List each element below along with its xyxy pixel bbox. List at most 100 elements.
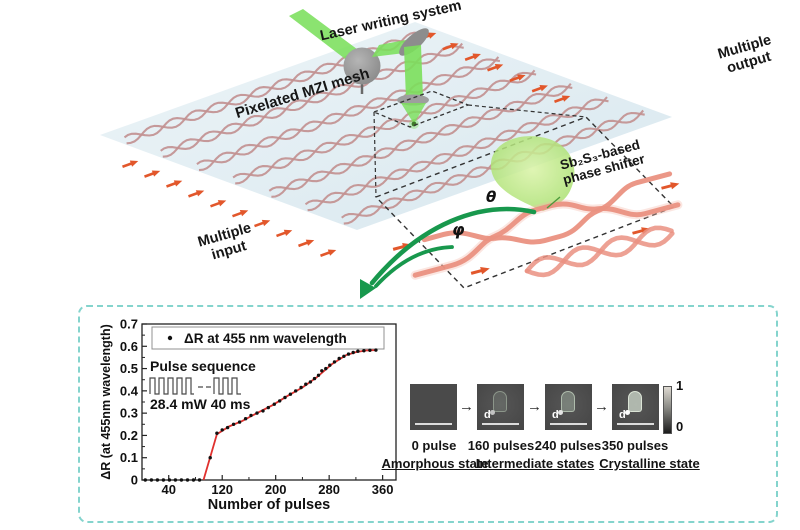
micro-image-240-pulses: d [545, 384, 592, 430]
mzi-inset [410, 171, 683, 280]
input-arrow-icon [166, 180, 183, 188]
output-arrow-icon [509, 74, 526, 82]
mzi-mesh-row [232, 69, 536, 179]
written-pixel [628, 391, 642, 412]
data-point [272, 402, 276, 406]
x-tick-label: 360 [372, 482, 394, 497]
data-point [337, 356, 341, 361]
input-arrow-icon [254, 219, 271, 228]
colorbar [663, 386, 672, 434]
bright-spot [490, 410, 495, 415]
scale-bar [617, 423, 654, 425]
data-point [155, 478, 160, 482]
laser-focus-cone [401, 103, 426, 124]
data-point [215, 431, 219, 435]
data-point [346, 352, 351, 356]
mzi-inset-secondary-arm [524, 231, 675, 274]
output-arrow-icon [442, 43, 459, 51]
y-tick-label: 0 [131, 473, 138, 488]
state-label-intermediate: Intermediate states [475, 456, 595, 471]
phase-shifter-pointer [546, 196, 561, 209]
colorbar-max-label: 1 [676, 378, 684, 393]
data-point [249, 413, 253, 418]
micro-image-0-pulse [410, 384, 457, 430]
mzi-mesh-row [271, 85, 573, 198]
micro-image-160-pulses: d [477, 384, 524, 430]
bright-spot [625, 410, 630, 415]
results-panel: 40 120 200 280 360 0 0.1 0.2 0.3 0.4 0.5 0.6 0.7 ΔR … [78, 305, 778, 523]
laser-spot [411, 121, 417, 127]
y-tick-label: 0.7 [120, 317, 138, 332]
zoom-out-arrow [360, 206, 537, 299]
zoom-out-arrowhead [360, 279, 376, 299]
data-points [143, 348, 378, 482]
laser-writing-system [289, 9, 429, 129]
pulse-power-label: 28.4 mW 40 ms [150, 396, 251, 412]
input-arrow-icon [320, 249, 337, 257]
legend-marker [167, 335, 173, 341]
x-tick-label: 120 [211, 482, 233, 497]
micro-image-350-pulses: d [612, 384, 659, 430]
state-label-crystalline: Crystalline state [599, 456, 700, 471]
legend-label: ΔR at 455 nm wavelength [184, 331, 347, 346]
arrow-right-icon: → [594, 398, 609, 415]
laser-beam-vertical [404, 45, 423, 99]
data-point [237, 420, 242, 424]
data-point [356, 349, 360, 353]
mzi-mesh-schematic [100, 9, 683, 299]
y-tick-label: 0.1 [120, 450, 138, 465]
scale-bar [550, 423, 587, 425]
x-axis-label: Number of pulses [208, 497, 330, 513]
input-arrow-icon [144, 170, 161, 178]
output-arrow-icon [464, 53, 481, 61]
defect-annotation: d [484, 409, 491, 421]
y-tick-label: 0.5 [120, 361, 138, 376]
pulse-sequence-label: Pulse sequence [150, 358, 256, 374]
arrow-right-icon: → [527, 398, 542, 415]
y-tick-label: 0.6 [120, 339, 138, 354]
data-point [332, 360, 337, 364]
theta-symbol: θ [486, 188, 497, 206]
zoom-out-arrow-phi [374, 245, 454, 288]
mzi-mesh-row [304, 96, 608, 206]
legend-box [151, 326, 385, 350]
plot-frame [141, 323, 397, 481]
data-point [278, 399, 282, 403]
y-tick-label: 0.4 [120, 383, 139, 398]
mzi-mesh-row [235, 71, 537, 185]
mzi-mesh-row [196, 56, 500, 165]
x-tick-label: 280 [318, 482, 340, 497]
zoom-out-arrow-theta [369, 206, 537, 286]
defect-annotation: d [619, 409, 626, 421]
pulse-count-label: 350 pulses [601, 438, 669, 453]
defect-annotation: d [552, 409, 559, 421]
delta-r-chart: 40 120 200 280 360 0 0.1 0.2 0.3 0.4 0.5 0.6 0.7 ΔR … [99, 317, 397, 513]
x-tick-label: 40 [162, 482, 176, 497]
data-point [283, 395, 287, 400]
scale-bar [415, 423, 452, 425]
objective-lens-icon [397, 94, 429, 106]
arrow-right-icon: → [459, 398, 474, 415]
data-point [368, 348, 372, 352]
x-tick-label: 200 [265, 482, 287, 497]
mzi-mesh-row [198, 58, 501, 172]
output-arrow-icon [554, 95, 571, 103]
data-point [362, 349, 366, 353]
pulse-count-label: 240 pulses [534, 438, 602, 453]
data-point [185, 478, 190, 482]
mzi-mesh-row [268, 83, 572, 192]
mzi-arm-lower [421, 171, 673, 245]
data-point [316, 373, 321, 377]
output-arrow-icon [487, 64, 504, 72]
data-point [308, 380, 313, 384]
mirror-icon [343, 47, 381, 85]
y-tick-label: 0.3 [120, 406, 138, 421]
y-tick-label: 0.2 [120, 428, 138, 443]
data-point [255, 411, 259, 415]
data-point [179, 478, 184, 482]
data-point [324, 366, 328, 371]
data-point [167, 478, 172, 482]
data-point [320, 369, 324, 373]
pulse-count-label: 160 pulses [467, 438, 535, 453]
